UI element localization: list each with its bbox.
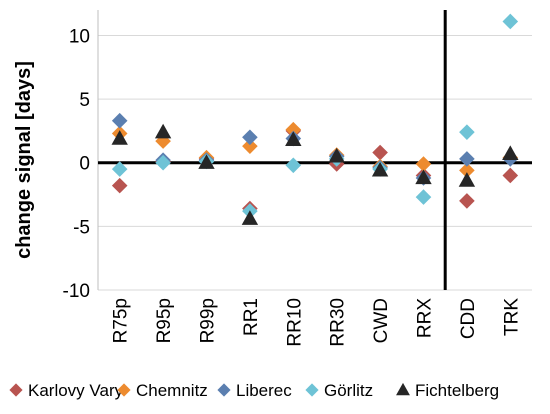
y-tick-label: 5 bbox=[79, 90, 90, 111]
data-point bbox=[371, 161, 389, 177]
legend-marker bbox=[396, 382, 410, 396]
legend-label: Chemnitz bbox=[136, 381, 208, 400]
y-tick-label: 10 bbox=[69, 26, 90, 47]
data-point bbox=[459, 162, 475, 179]
y-tick-label: -10 bbox=[63, 281, 90, 302]
legend: Karlovy Vary Chemnitz Liberec Görlitz Fichte… bbox=[9, 381, 499, 400]
category-label: RR1 bbox=[241, 298, 262, 336]
data-point bbox=[502, 145, 519, 160]
data-point bbox=[154, 123, 172, 139]
legend-marker bbox=[117, 383, 131, 397]
data-point bbox=[111, 161, 128, 177]
legend-marker bbox=[305, 383, 319, 397]
data-point bbox=[459, 124, 475, 140]
data-point bbox=[155, 154, 171, 171]
data-point bbox=[111, 130, 128, 145]
data-point bbox=[285, 121, 302, 138]
data-point bbox=[415, 189, 432, 205]
category-label: TRK bbox=[501, 298, 522, 336]
legend-label: Görlitz bbox=[324, 381, 373, 400]
y-tick-label: -5 bbox=[73, 217, 90, 238]
data-points bbox=[111, 13, 519, 225]
category-label: RR30 bbox=[328, 298, 349, 347]
data-point bbox=[111, 177, 128, 194]
data-point bbox=[502, 13, 519, 30]
legend-label: Fichtelberg bbox=[415, 381, 499, 400]
data-point bbox=[285, 131, 302, 146]
y-axis-label: change signal [days] bbox=[13, 61, 35, 259]
data-point bbox=[285, 157, 302, 174]
category-label: CDD bbox=[458, 298, 479, 339]
category-label: RRX bbox=[415, 298, 436, 338]
y-tick-label: 0 bbox=[79, 154, 90, 175]
data-point bbox=[458, 172, 476, 187]
category-label: R75p bbox=[111, 298, 132, 343]
data-point bbox=[241, 210, 259, 225]
category-label: R95p bbox=[154, 298, 175, 343]
data-point bbox=[328, 147, 345, 163]
data-point bbox=[502, 167, 519, 184]
gridlines bbox=[98, 34, 532, 291]
category-labels: R75p R95p R99p RR1 RR10 RR30 CWD RRX CDD TRK bbox=[111, 298, 523, 347]
data-point bbox=[242, 129, 258, 146]
legend-label: Karlovy Vary bbox=[28, 381, 124, 400]
data-point bbox=[372, 144, 388, 161]
data-point bbox=[111, 112, 128, 129]
legend-marker bbox=[9, 383, 23, 397]
data-point bbox=[459, 151, 475, 167]
legend-label: Liberec bbox=[236, 381, 292, 400]
data-point bbox=[415, 156, 432, 172]
category-label: R99p bbox=[198, 298, 219, 343]
category-label: RR10 bbox=[284, 298, 305, 347]
data-point bbox=[415, 169, 432, 185]
data-point bbox=[198, 154, 215, 169]
category-label: CWD bbox=[371, 298, 392, 343]
legend-marker bbox=[217, 383, 231, 397]
data-point bbox=[242, 138, 258, 154]
y-tick-labels: -10 -5 0 5 10 bbox=[63, 26, 90, 302]
data-point bbox=[459, 193, 475, 209]
